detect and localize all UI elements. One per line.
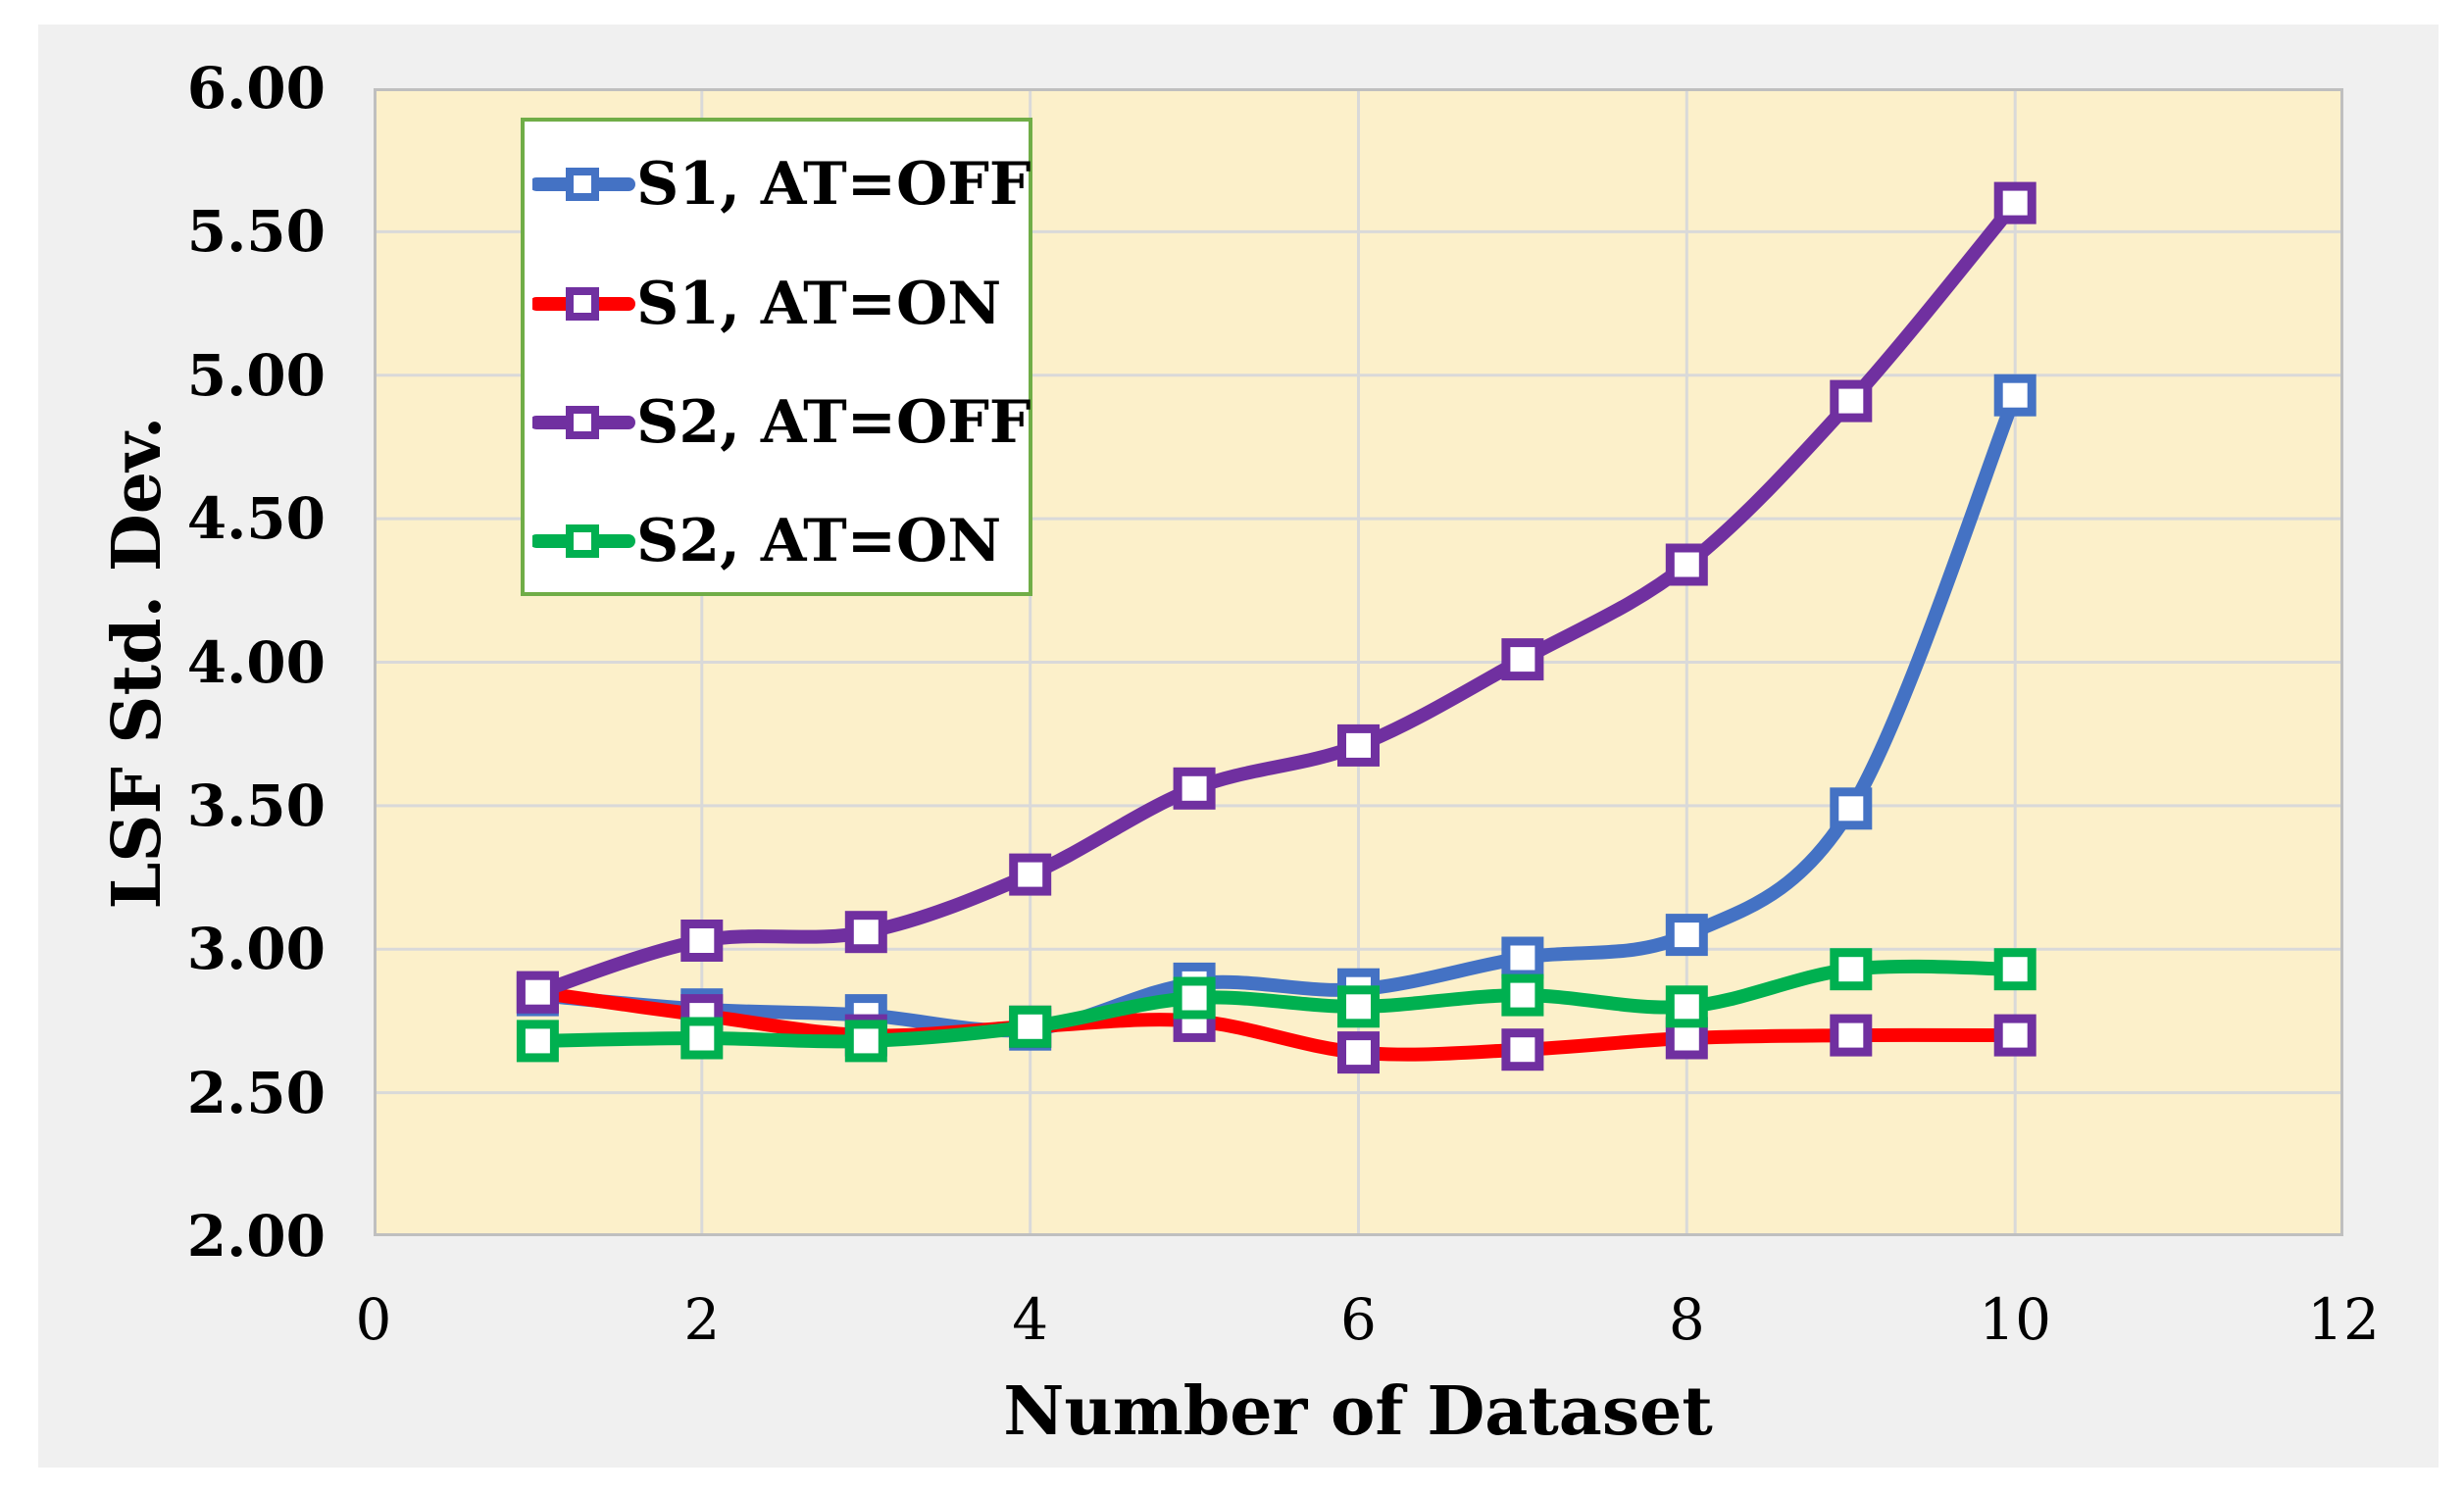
- series-marker-s2-at-on: [1665, 985, 1708, 1028]
- legend-entry-s1-at-on: S1, AT=ON: [532, 260, 1001, 348]
- y-tick-label: 2.00: [186, 1203, 326, 1270]
- x-tick-label: 8: [1668, 1286, 1705, 1353]
- legend-marker: [566, 287, 599, 321]
- series-line-s1-at-on: [530, 985, 2023, 1062]
- x-tick-label: 4: [1012, 1286, 1049, 1353]
- x-axis-title: Number of Dataset: [1003, 1372, 1713, 1451]
- series-marker-s1-at-on: [1830, 1014, 1873, 1057]
- legend-marker: [566, 406, 599, 439]
- legend-swatch-s1-at-on: [532, 287, 635, 321]
- series-marker-s2-at-on: [1173, 976, 1216, 1020]
- series-marker-s2-at-off: [1993, 181, 2037, 224]
- series-marker-s2-at-off: [1009, 853, 1052, 896]
- legend-entry-s2-at-off: S2, AT=OFF: [532, 378, 1031, 467]
- legend-label: S1, AT=OFF: [636, 150, 1031, 219]
- series-marker-s2-at-off: [680, 920, 724, 962]
- plot-border: [374, 88, 2343, 1236]
- series-marker-s2-at-on: [1993, 948, 2037, 991]
- legend-marker: [566, 524, 599, 558]
- y-tick-label: 3.50: [186, 772, 326, 839]
- series-marker-s2-at-off: [1830, 379, 1873, 423]
- legend-label: S1, AT=ON: [636, 270, 1002, 338]
- y-tick-label: 4.50: [186, 485, 326, 553]
- series-marker-s1-at-on: [1993, 1014, 2037, 1057]
- series-marker-s2-at-on: [1009, 1005, 1052, 1048]
- x-tick-label: 0: [355, 1286, 392, 1353]
- series-marker-s2-at-off: [844, 911, 887, 954]
- series-marker-s2-at-off: [1337, 723, 1380, 767]
- legend-entry-s1-at-off: S1, AT=OFF: [532, 140, 1031, 228]
- legend-swatch-s2-at-on: [532, 524, 635, 558]
- series-marker-s1-at-off: [1830, 787, 1873, 830]
- series-marker-s2-at-off: [1665, 543, 1708, 586]
- series-marker-s2-at-on: [844, 1020, 887, 1063]
- series-marker-s1-at-off: [1993, 374, 2037, 417]
- series-marker-s2-at-off: [516, 971, 559, 1014]
- x-tick-label: 2: [683, 1286, 721, 1353]
- x-tick-label: 6: [1340, 1286, 1377, 1353]
- legend-marker: [566, 168, 599, 201]
- y-tick-label: 2.50: [186, 1059, 326, 1126]
- series-marker-s2-at-on: [516, 1020, 559, 1063]
- y-tick-label: 3.00: [186, 916, 326, 983]
- legend-swatch-s2-at-off: [532, 406, 635, 439]
- series-marker-s2-at-off: [1501, 638, 1544, 681]
- y-tick-label: 5.50: [186, 198, 326, 266]
- legend-entry-s2-at-on: S2, AT=ON: [532, 497, 1001, 585]
- series-marker-s2-at-on: [680, 1017, 724, 1060]
- x-tick-label: 10: [1979, 1286, 2052, 1353]
- x-tick-label: 12: [2307, 1286, 2380, 1353]
- series-line-s2-at-off: [530, 196, 2023, 1000]
- series-marker-s2-at-on: [1337, 985, 1380, 1028]
- series-marker-s2-at-off: [1173, 767, 1216, 810]
- series-marker-s1-at-on: [1337, 1031, 1380, 1074]
- legend-label: S2, AT=ON: [636, 507, 1002, 575]
- y-tick-label: 6.00: [186, 55, 326, 122]
- y-tick-label: 4.00: [186, 628, 326, 696]
- legend-box: S1, AT=OFF S1, AT=ON S2, AT=OFF S2, AT=ON: [521, 118, 1032, 596]
- legend-swatch-s1-at-off: [532, 168, 635, 201]
- series-marker-s1-at-off: [1501, 936, 1544, 979]
- series-marker-s1-at-off: [1665, 914, 1708, 957]
- series-line-s2-at-on: [530, 959, 2023, 1049]
- series-marker-s1-at-on: [1501, 1028, 1544, 1071]
- series-marker-s2-at-on: [1830, 948, 1873, 991]
- y-tick-label: 5.00: [186, 341, 326, 409]
- series-marker-s2-at-on: [1501, 973, 1544, 1017]
- legend-label: S2, AT=OFF: [636, 388, 1031, 457]
